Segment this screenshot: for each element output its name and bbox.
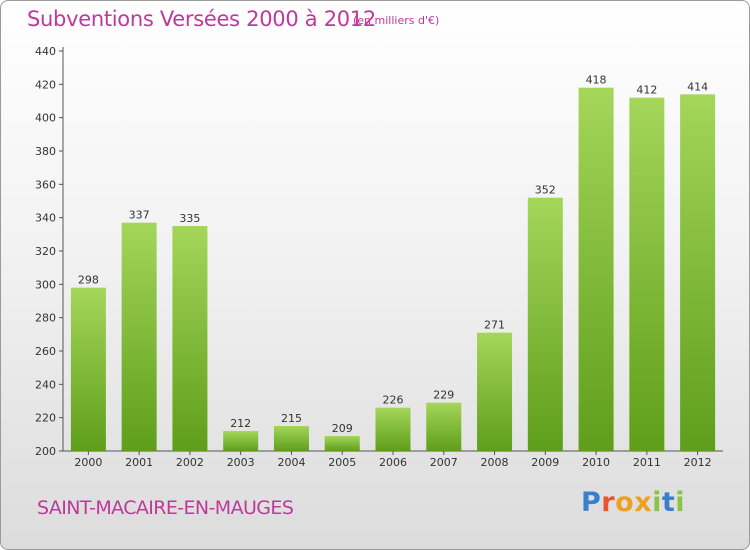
value-label-2009: 352 xyxy=(535,184,556,197)
x-tick-label: 2010 xyxy=(582,456,610,469)
y-tick-label: 320 xyxy=(35,245,56,258)
bar-2009[interactable] xyxy=(527,197,563,451)
y-tick-label: 300 xyxy=(35,278,56,291)
y-tick-label: 420 xyxy=(35,78,56,91)
value-label-2003: 212 xyxy=(230,417,251,430)
value-label-2002: 335 xyxy=(179,212,200,225)
y-tick-label: 440 xyxy=(35,45,56,58)
y-tick-label: 380 xyxy=(35,145,56,158)
x-tick-label: 2002 xyxy=(176,456,204,469)
bar-2005[interactable] xyxy=(324,436,360,451)
proxiti-logo[interactable]: Proxiti xyxy=(581,487,686,518)
bar-2001[interactable] xyxy=(121,222,157,451)
y-tick-label: 200 xyxy=(35,445,56,458)
value-label-2006: 226 xyxy=(383,394,404,407)
x-axis: 2000 2001 2002 2003 2004 2005 2006 2007 2008 2009… xyxy=(63,450,723,469)
bar-2004[interactable] xyxy=(273,426,309,451)
x-tick-label: 2009 xyxy=(531,456,559,469)
x-tick-label: 2000 xyxy=(74,456,102,469)
value-labels: 298 337 335 212 215 209 226 229 271 352 418 412 414 xyxy=(78,74,708,435)
chart-subtitle: (en milliers d'€) xyxy=(353,14,440,27)
x-tick-label: 2006 xyxy=(379,456,407,469)
bar-2003[interactable] xyxy=(223,431,259,451)
y-tick-label: 280 xyxy=(35,312,56,325)
y-tick-label: 220 xyxy=(35,412,56,425)
y-axis: 200 220 240 260 280 300 320 340 360 380 400 420 440 xyxy=(35,45,64,458)
bar-2011[interactable] xyxy=(629,97,665,452)
y-tick-label: 360 xyxy=(35,178,56,191)
x-tick-label: 2004 xyxy=(277,456,305,469)
value-label-2005: 209 xyxy=(332,422,353,435)
value-label-2000: 298 xyxy=(78,274,99,287)
x-tick-label: 2001 xyxy=(125,456,153,469)
x-tick-label: 2005 xyxy=(328,456,356,469)
y-tick-label: 260 xyxy=(35,345,56,358)
y-tick-label: 240 xyxy=(35,378,56,391)
bar-2008[interactable] xyxy=(477,332,513,451)
bar-2012[interactable] xyxy=(680,94,716,451)
value-label-2010: 418 xyxy=(586,74,607,87)
value-label-2004: 215 xyxy=(281,412,302,425)
chart-title: Subventions Versées 2000 à 2012 xyxy=(27,7,376,31)
y-tick-label: 340 xyxy=(35,212,56,225)
bar-2006[interactable] xyxy=(375,407,411,451)
value-label-2008: 271 xyxy=(484,319,505,332)
bars xyxy=(70,87,716,452)
value-label-2011: 412 xyxy=(636,84,657,97)
bar-2000[interactable] xyxy=(70,287,106,451)
x-tick-label: 2012 xyxy=(684,456,712,469)
bar-2002[interactable] xyxy=(172,226,208,451)
bar-2010[interactable] xyxy=(578,87,614,452)
value-label-2001: 337 xyxy=(129,209,150,222)
y-tick-label: 400 xyxy=(35,112,56,125)
value-label-2012: 414 xyxy=(687,80,708,93)
commune-name: SAINT-MACAIRE-EN-MAUGES xyxy=(37,497,294,519)
x-tick-label: 2003 xyxy=(227,456,255,469)
x-tick-label: 2011 xyxy=(633,456,661,469)
x-tick-label: 2007 xyxy=(430,456,458,469)
bar-2007[interactable] xyxy=(426,402,462,451)
x-tick-label: 2008 xyxy=(481,456,509,469)
value-label-2007: 229 xyxy=(433,389,454,402)
